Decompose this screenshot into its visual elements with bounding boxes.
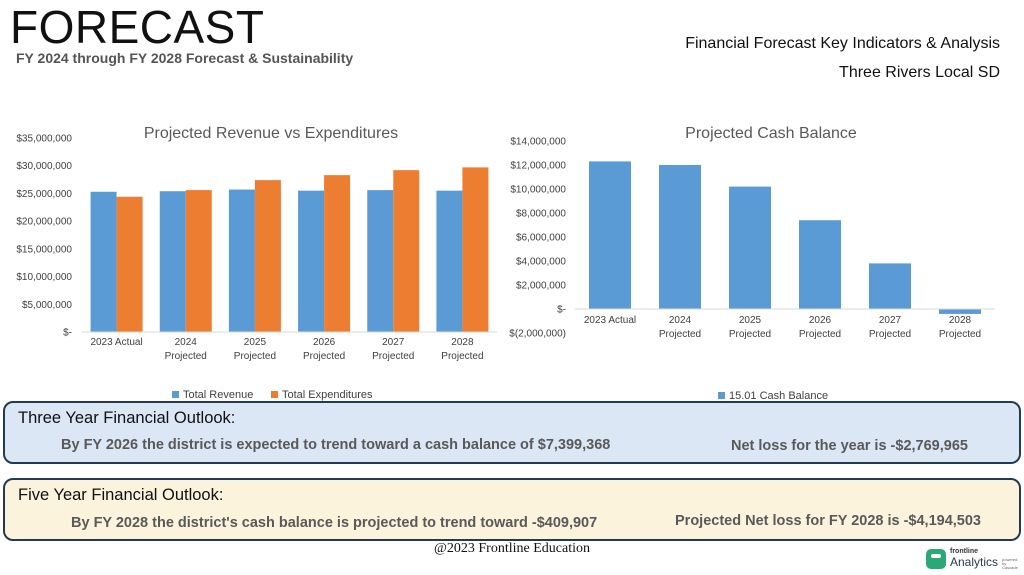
x-tick-label: Projected xyxy=(441,351,483,362)
y-tick-label: $30,000,000 xyxy=(16,161,72,172)
page-subtitle: FY 2024 through FY 2028 Forecast & Susta… xyxy=(16,50,354,66)
bar xyxy=(254,180,281,332)
bar xyxy=(729,186,771,309)
bar xyxy=(799,220,841,309)
x-tick-label: Projected xyxy=(659,329,701,340)
bar xyxy=(228,189,255,332)
y-tick-label: $5,000,000 xyxy=(22,300,72,311)
y-tick-label: $- xyxy=(557,305,566,316)
bar xyxy=(159,191,186,332)
bar xyxy=(298,190,325,332)
x-tick-label: Projected xyxy=(165,351,207,362)
y-tick-label: $(2,000,000) xyxy=(509,329,566,340)
bar xyxy=(367,190,394,332)
cash-balance-chart: Projected Cash Balance $(2,000,000) $- $2,0… xyxy=(509,125,995,402)
y-tick-label: $10,000,000 xyxy=(16,272,72,283)
report-name: Financial Forecast Key Indicators & Anal… xyxy=(685,35,1000,52)
legend-swatch xyxy=(718,392,725,399)
bar xyxy=(324,175,351,332)
frontline-logo-icon xyxy=(926,549,946,569)
frontline-analytics-logo: frontline Analytics powered by Cascade xyxy=(926,548,1020,570)
bar xyxy=(393,170,420,332)
logo-tagline: powered by Cascade xyxy=(1002,557,1018,570)
x-tick-label: 2028 xyxy=(949,315,972,326)
y-tick-label: $8,000,000 xyxy=(516,209,566,220)
bar xyxy=(589,161,631,309)
three-year-outlook-heading: Three Year Financial Outlook: xyxy=(18,409,236,427)
logo-brand-name: Analytics xyxy=(950,555,999,569)
x-tick-label: Projected xyxy=(799,329,841,340)
y-tick-label: $14,000,000 xyxy=(510,137,566,148)
bar xyxy=(869,263,911,309)
y-tick-label: $4,000,000 xyxy=(516,257,566,268)
y-tick-label: $20,000,000 xyxy=(16,217,72,228)
y-tick-label: $- xyxy=(63,328,72,339)
three-year-outlook-panel: Three Year Financial Outlook: By FY 2026… xyxy=(3,401,1021,464)
bar xyxy=(436,190,463,332)
legend-swatch xyxy=(271,391,278,398)
copyright-footer: @2023 Frontline Education xyxy=(434,541,590,556)
y-tick-label: $2,000,000 xyxy=(516,281,566,292)
bar xyxy=(659,165,701,309)
logo-brand-small: frontline xyxy=(950,548,978,555)
x-tick-label: 2027 xyxy=(382,337,405,348)
five-year-net-loss: Projected Net loss for FY 2028 is -$4,19… xyxy=(675,513,982,529)
x-tick-label: 2023 Actual xyxy=(584,315,636,326)
five-year-outlook-heading: Five Year Financial Outlook: xyxy=(18,486,224,504)
y-tick-label: $15,000,000 xyxy=(16,244,72,255)
y-tick-label: $10,000,000 xyxy=(510,185,566,196)
district-name: Three Rivers Local SD xyxy=(839,64,1000,81)
x-tick-label: Projected xyxy=(729,329,771,340)
y-tick-label: $35,000,000 xyxy=(16,134,72,145)
chart-title: Projected Revenue vs Expenditures xyxy=(144,125,398,142)
revenue-expenditure-chart: Projected Revenue vs Expenditures $- $5,00… xyxy=(16,125,497,401)
x-tick-label: 2026 xyxy=(313,337,336,348)
legend-swatch xyxy=(172,391,179,398)
legend-label: 15.01 Cash Balance xyxy=(729,390,828,402)
x-tick-label: Projected xyxy=(869,329,911,340)
legend-label: Total Revenue xyxy=(183,389,253,401)
x-tick-label: 2023 Actual xyxy=(90,337,142,348)
five-year-outlook-panel: Five Year Financial Outlook: By FY 2028 … xyxy=(3,478,1021,541)
y-tick-label: $6,000,000 xyxy=(516,233,566,244)
legend-label: Total Expenditures xyxy=(282,389,373,401)
five-year-outlook-text: By FY 2028 the district's cash balance i… xyxy=(71,515,598,531)
x-tick-label: Projected xyxy=(234,351,276,362)
chart-title: Projected Cash Balance xyxy=(685,125,857,142)
y-tick-label: $25,000,000 xyxy=(16,189,72,200)
page-title: FORECAST xyxy=(10,1,265,53)
x-tick-label: Projected xyxy=(303,351,345,362)
x-tick-label: 2025 xyxy=(739,315,762,326)
x-tick-label: 2024 xyxy=(669,315,692,326)
bar xyxy=(939,309,981,314)
three-year-outlook-text: By FY 2026 the district is expected to t… xyxy=(61,437,611,453)
x-tick-label: Projected xyxy=(372,351,414,362)
three-year-net-loss: Net loss for the year is -$2,769,965 xyxy=(731,438,968,454)
x-tick-label: 2027 xyxy=(879,315,902,326)
x-tick-label: 2024 xyxy=(175,337,198,348)
bar xyxy=(116,196,143,332)
x-tick-label: 2028 xyxy=(451,337,474,348)
bar xyxy=(462,167,489,332)
bar xyxy=(185,190,212,332)
bar xyxy=(90,191,117,332)
y-tick-label: $12,000,000 xyxy=(510,161,566,172)
x-tick-label: 2026 xyxy=(809,315,832,326)
x-tick-label: 2025 xyxy=(244,337,267,348)
x-tick-label: Projected xyxy=(939,329,981,340)
